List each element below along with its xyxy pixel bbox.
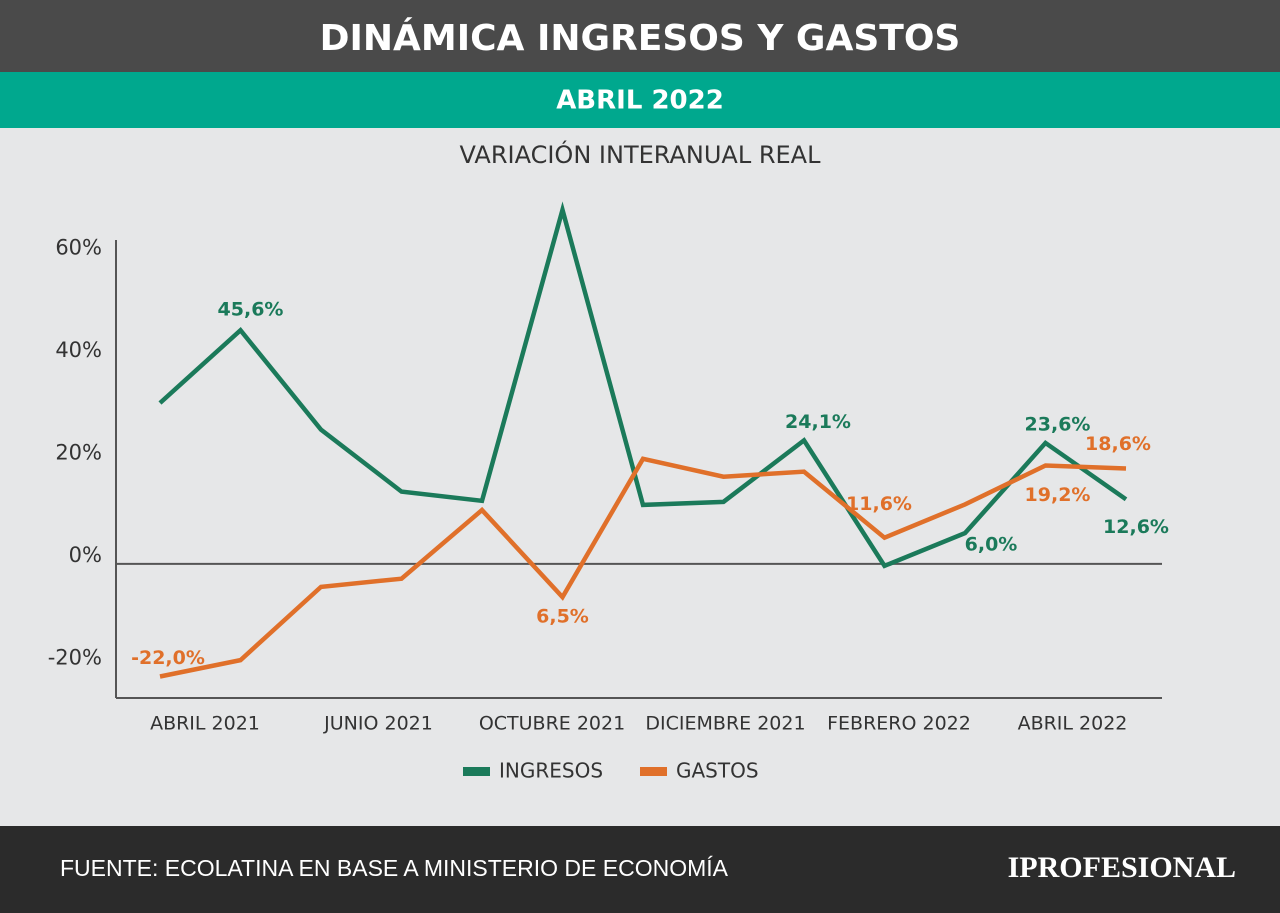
logo: IPROFESIONAL (1008, 851, 1236, 884)
source: FUENTE: ECOLATINA EN BASE A MINISTERIO D… (60, 855, 729, 881)
y-tick-label: 60% (55, 235, 102, 259)
legend-swatch (463, 767, 490, 776)
data-label: 18,6% (1085, 433, 1151, 455)
series-line (159, 456, 1127, 679)
x-tick-label: OCTUBRE 2021 (479, 713, 625, 735)
data-label: 6,5% (536, 606, 589, 628)
y-tick-label: -20% (48, 645, 102, 669)
x-tick-label: JUNIO 2021 (323, 713, 433, 735)
legend-label: INGRESOS (499, 759, 603, 783)
y-tick-label: 40% (55, 338, 102, 362)
series-line (158, 201, 1128, 569)
x-tick-label: DICIEMBRE 2021 (645, 713, 805, 735)
data-label: 45,6% (218, 299, 284, 321)
x-tick-label: FEBRERO 2022 (827, 713, 971, 735)
x-tick-label: ABRIL 2022 (1018, 713, 1128, 735)
legend-swatch (640, 767, 667, 776)
y-tick-label: 20% (55, 440, 102, 464)
data-label: 24,1% (785, 411, 851, 433)
data-label: 12,6% (1103, 516, 1169, 538)
data-label: 23,6% (1025, 413, 1091, 435)
header (0, 0, 1280, 72)
subheader (0, 72, 1280, 128)
chart-title: DINÁMICA INGRESOS Y GASTOS (320, 17, 961, 59)
legend-label: GASTOS (676, 759, 759, 783)
chart-subtitle: ABRIL 2022 (556, 86, 724, 116)
data-label: 6,0% (965, 534, 1018, 556)
footer (0, 826, 1280, 913)
data-label: -22,0% (131, 647, 205, 669)
data-label: 19,2% (1025, 484, 1091, 506)
data-label: 11,6% (846, 493, 912, 515)
x-tick-label: ABRIL 2021 (150, 713, 260, 735)
y-tick-label: 0% (69, 543, 102, 567)
axis-title: VARIACIÓN INTERANUAL REAL (460, 139, 822, 169)
